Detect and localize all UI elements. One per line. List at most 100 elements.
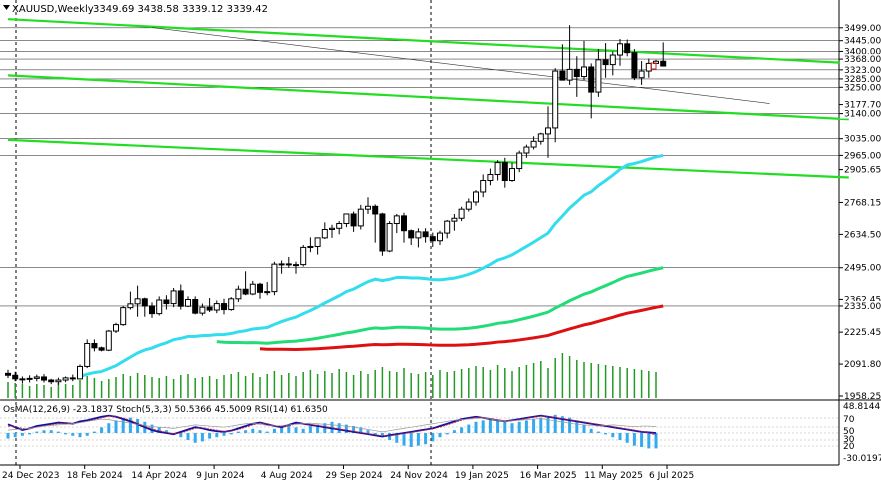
stoch-signal-line <box>7 415 657 437</box>
price-tick-label: 2495.00 <box>844 264 881 274</box>
bear-candle <box>588 66 595 93</box>
bull-candle <box>386 223 393 252</box>
bear-candle <box>5 372 11 376</box>
time-tick-label: 6 Jul 2025 <box>649 471 694 481</box>
price-label-box <box>840 54 881 65</box>
symbol-label: XAUUSD,Weekly <box>12 4 94 15</box>
price-tick-label: 3499.00 <box>844 24 881 34</box>
bull-candle <box>617 43 623 56</box>
bull-candle <box>278 263 285 266</box>
bull-candle <box>638 70 645 79</box>
bull-candle <box>55 379 62 383</box>
bull-candle <box>293 264 299 267</box>
bull-candle <box>314 237 321 247</box>
bull-candle <box>480 180 487 193</box>
price-label-box <box>840 133 881 144</box>
trend-channel[interactable] <box>7 18 849 179</box>
price-label-box <box>840 300 881 311</box>
trend-line-channel-lower <box>7 74 849 121</box>
bear-candle <box>422 231 429 238</box>
bull-candle <box>300 246 307 266</box>
price-tick-label: 2768.15 <box>844 198 881 208</box>
bull-candle <box>530 140 537 148</box>
bull-candle <box>451 217 458 222</box>
price-label-box <box>840 64 881 75</box>
ema-long-line <box>259 304 664 351</box>
bull-candle <box>228 298 235 311</box>
price-tick-label: 2965.00 <box>844 151 881 161</box>
bull-candle <box>185 299 191 307</box>
bull-candle <box>84 342 91 367</box>
oscillator-panel[interactable] <box>0 414 839 449</box>
bull-candle <box>307 245 314 248</box>
bull-candle <box>552 70 559 129</box>
price-tick-label: 2225.45 <box>844 328 881 338</box>
price-label-box <box>840 46 881 57</box>
bull-candle <box>235 288 242 300</box>
price-tick-label: 2362.45 <box>844 295 881 305</box>
bull-candle <box>26 377 33 380</box>
time-tick-label: 19 Jan 2025 <box>455 471 509 481</box>
stoch-main-line <box>7 414 657 438</box>
bear-candle <box>98 347 105 351</box>
bear-candle <box>206 306 213 311</box>
time-tick-label: 18 Feb 2024 <box>67 471 123 481</box>
collapse-triangle-icon[interactable] <box>3 5 10 10</box>
bear-candle <box>429 236 436 242</box>
bull-candle <box>321 228 328 239</box>
bull-candle <box>105 330 112 351</box>
bull-candle <box>516 152 523 170</box>
ohlc-readout: 3349.69 3438.58 3339.12 3339.42 <box>93 4 268 15</box>
bear-candle <box>48 379 55 383</box>
bull-candle <box>120 307 127 326</box>
trend-line-channel-upper <box>7 18 849 65</box>
price-label-box <box>840 150 881 161</box>
bear-candle <box>501 162 508 182</box>
bear-candle <box>12 374 19 380</box>
bull-candle <box>343 213 350 225</box>
bull-candle <box>113 324 119 332</box>
price-tick-label: 1958.25 <box>844 392 881 402</box>
price-tick-label: 3177.70 <box>844 101 881 111</box>
bull-candle <box>264 291 271 294</box>
bull-candle <box>444 220 451 234</box>
time-tick-label: 24 Dec 2023 <box>2 471 60 481</box>
bear-candle <box>221 303 227 311</box>
oscillator-tick-label: -30.0197 <box>843 454 881 464</box>
bear-candle <box>163 299 170 305</box>
oscillator-tick-label: 70 <box>843 415 855 425</box>
bull-candle <box>33 376 40 379</box>
bull-candle <box>609 54 616 66</box>
bull-candle <box>566 68 573 81</box>
price-tick-label: 3140.00 <box>844 110 881 120</box>
bear-candle <box>192 299 199 314</box>
bear-candle <box>285 263 292 266</box>
bear-candle <box>19 378 26 381</box>
bear-candle <box>573 68 580 78</box>
price-panel[interactable] <box>0 0 839 400</box>
oscillator-tick-label: 20 <box>843 442 855 452</box>
bull-candle <box>509 168 515 182</box>
bull-candle <box>393 215 400 225</box>
bear-candle <box>408 230 415 239</box>
candlestick-series[interactable] <box>5 25 667 385</box>
bull-candle <box>473 191 479 203</box>
bull-candle <box>199 306 206 314</box>
price-label-box <box>840 262 881 273</box>
bull-candle <box>336 223 343 229</box>
bear-candle <box>372 205 379 215</box>
bull-candle <box>156 299 163 315</box>
bull-candle <box>357 208 364 227</box>
bull-candle <box>134 298 141 305</box>
price-label-box <box>840 73 881 84</box>
bear-candle <box>69 377 76 380</box>
bear-candle <box>401 215 407 232</box>
bull-candle <box>127 303 134 309</box>
time-tick-label: 9 Jun 2024 <box>196 471 245 481</box>
price-tick-label: 2905.65 <box>844 166 881 176</box>
price-label-box <box>840 108 881 119</box>
ema-short-line <box>79 153 664 378</box>
time-axis-labels: 24 Dec 2023 18 Feb 2024 14 Apr 2024 9 Jun 2… <box>2 465 694 481</box>
